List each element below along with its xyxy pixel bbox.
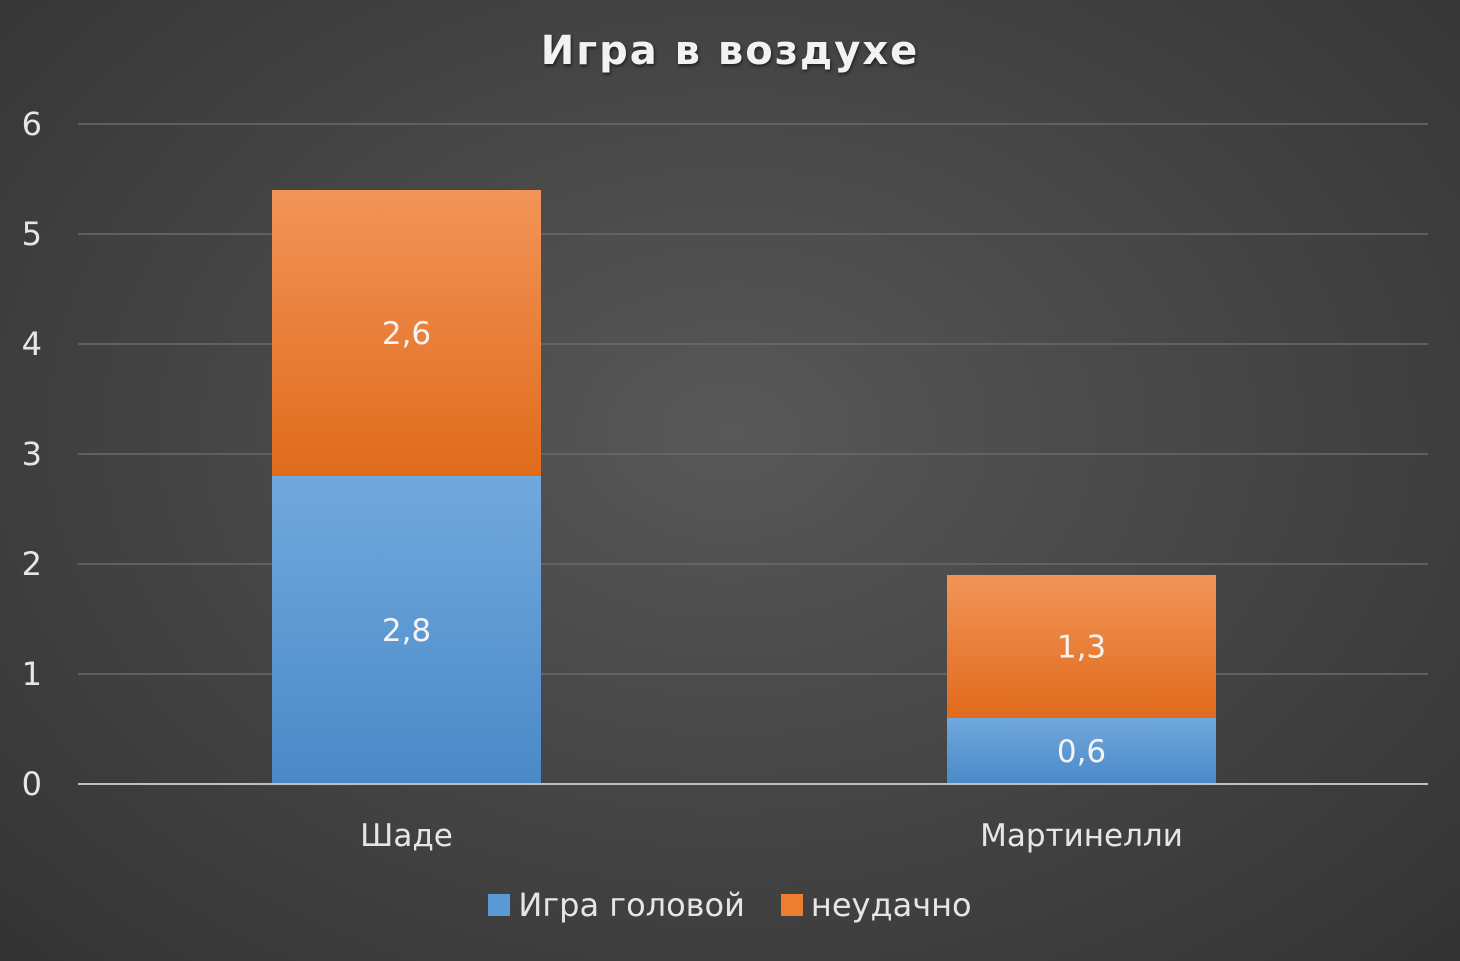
- bar-2-2: [947, 575, 1216, 718]
- y-tick-label: 2: [22, 545, 42, 583]
- legend-label-series-2: неудачно: [810, 886, 972, 924]
- data-label: 2,8: [382, 613, 431, 649]
- x-axis: Шаде Мартинелли: [78, 783, 1428, 854]
- bars: [272, 190, 1216, 784]
- legend-item-series-1: Игра головой: [488, 886, 745, 924]
- legend-swatch-series-1: [488, 894, 511, 916]
- y-tick-label: 1: [22, 655, 42, 693]
- chart-title: Игра в воздухе: [540, 28, 920, 74]
- legend-label-series-1: Игра головой: [518, 886, 745, 924]
- y-tick-label: 4: [22, 325, 42, 363]
- data-label: 2,6: [382, 316, 431, 352]
- data-labels: 2,8 2,6 0,6 1,3: [382, 316, 1106, 770]
- bar-1-1: [272, 476, 541, 784]
- bar-2-1: [272, 190, 541, 476]
- y-axis: 0 1 2 3 4 5 6: [22, 105, 42, 803]
- legend: Игра головой неудачно: [0, 886, 1460, 924]
- legend-swatch-series-2: [780, 894, 803, 916]
- bar-1-2: [947, 718, 1216, 784]
- y-tick-label: 0: [22, 765, 42, 803]
- y-tick-label: 5: [22, 215, 42, 253]
- x-category-label: Шаде: [360, 818, 453, 854]
- y-tick-label: 6: [22, 105, 42, 143]
- x-category-label: Мартинелли: [980, 818, 1183, 854]
- y-tick-label: 3: [22, 435, 42, 473]
- legend-item-series-2: неудачно: [780, 886, 972, 924]
- data-label: 1,3: [1057, 630, 1106, 666]
- data-label: 0,6: [1057, 734, 1106, 770]
